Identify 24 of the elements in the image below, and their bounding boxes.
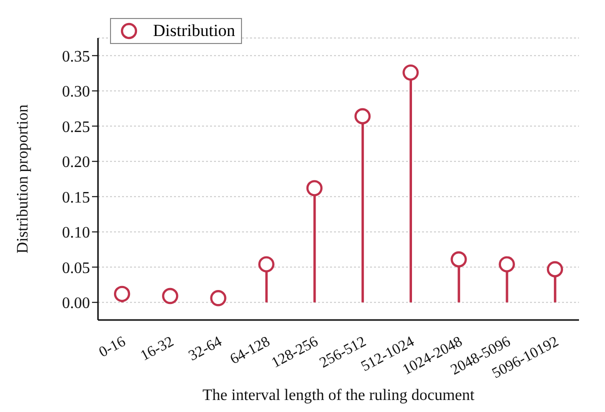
point: [546, 261, 564, 278]
y-tick-label: 0.15: [62, 189, 90, 206]
point: [114, 286, 130, 302]
y-tick-label: 0.30: [62, 84, 90, 101]
y-tick-label: 0.05: [62, 260, 90, 277]
point: [210, 290, 226, 306]
point: [162, 288, 178, 304]
y-axis-title: Distribution proportion: [14, 104, 32, 254]
point: [450, 251, 467, 268]
y-tick-label: 0.10: [62, 224, 90, 242]
x-axis-title: The interval length of the ruling document: [202, 387, 476, 404]
y-tick-label: 0.35: [62, 48, 90, 66]
x-tick-label: 16-32: [138, 334, 177, 364]
point: [354, 108, 371, 124]
point: [498, 256, 515, 272]
point: [402, 64, 419, 81]
point: [306, 180, 323, 196]
x-tick-label: 0-16: [96, 334, 129, 361]
y-tick-label: 0.00: [62, 295, 90, 312]
y-tick-label: 0.20: [62, 154, 90, 172]
legend-label: Distribution: [153, 21, 236, 41]
y-tick-label: 0.25: [62, 118, 90, 136]
x-tick-label: 32-64: [186, 334, 226, 364]
point: [258, 256, 274, 272]
